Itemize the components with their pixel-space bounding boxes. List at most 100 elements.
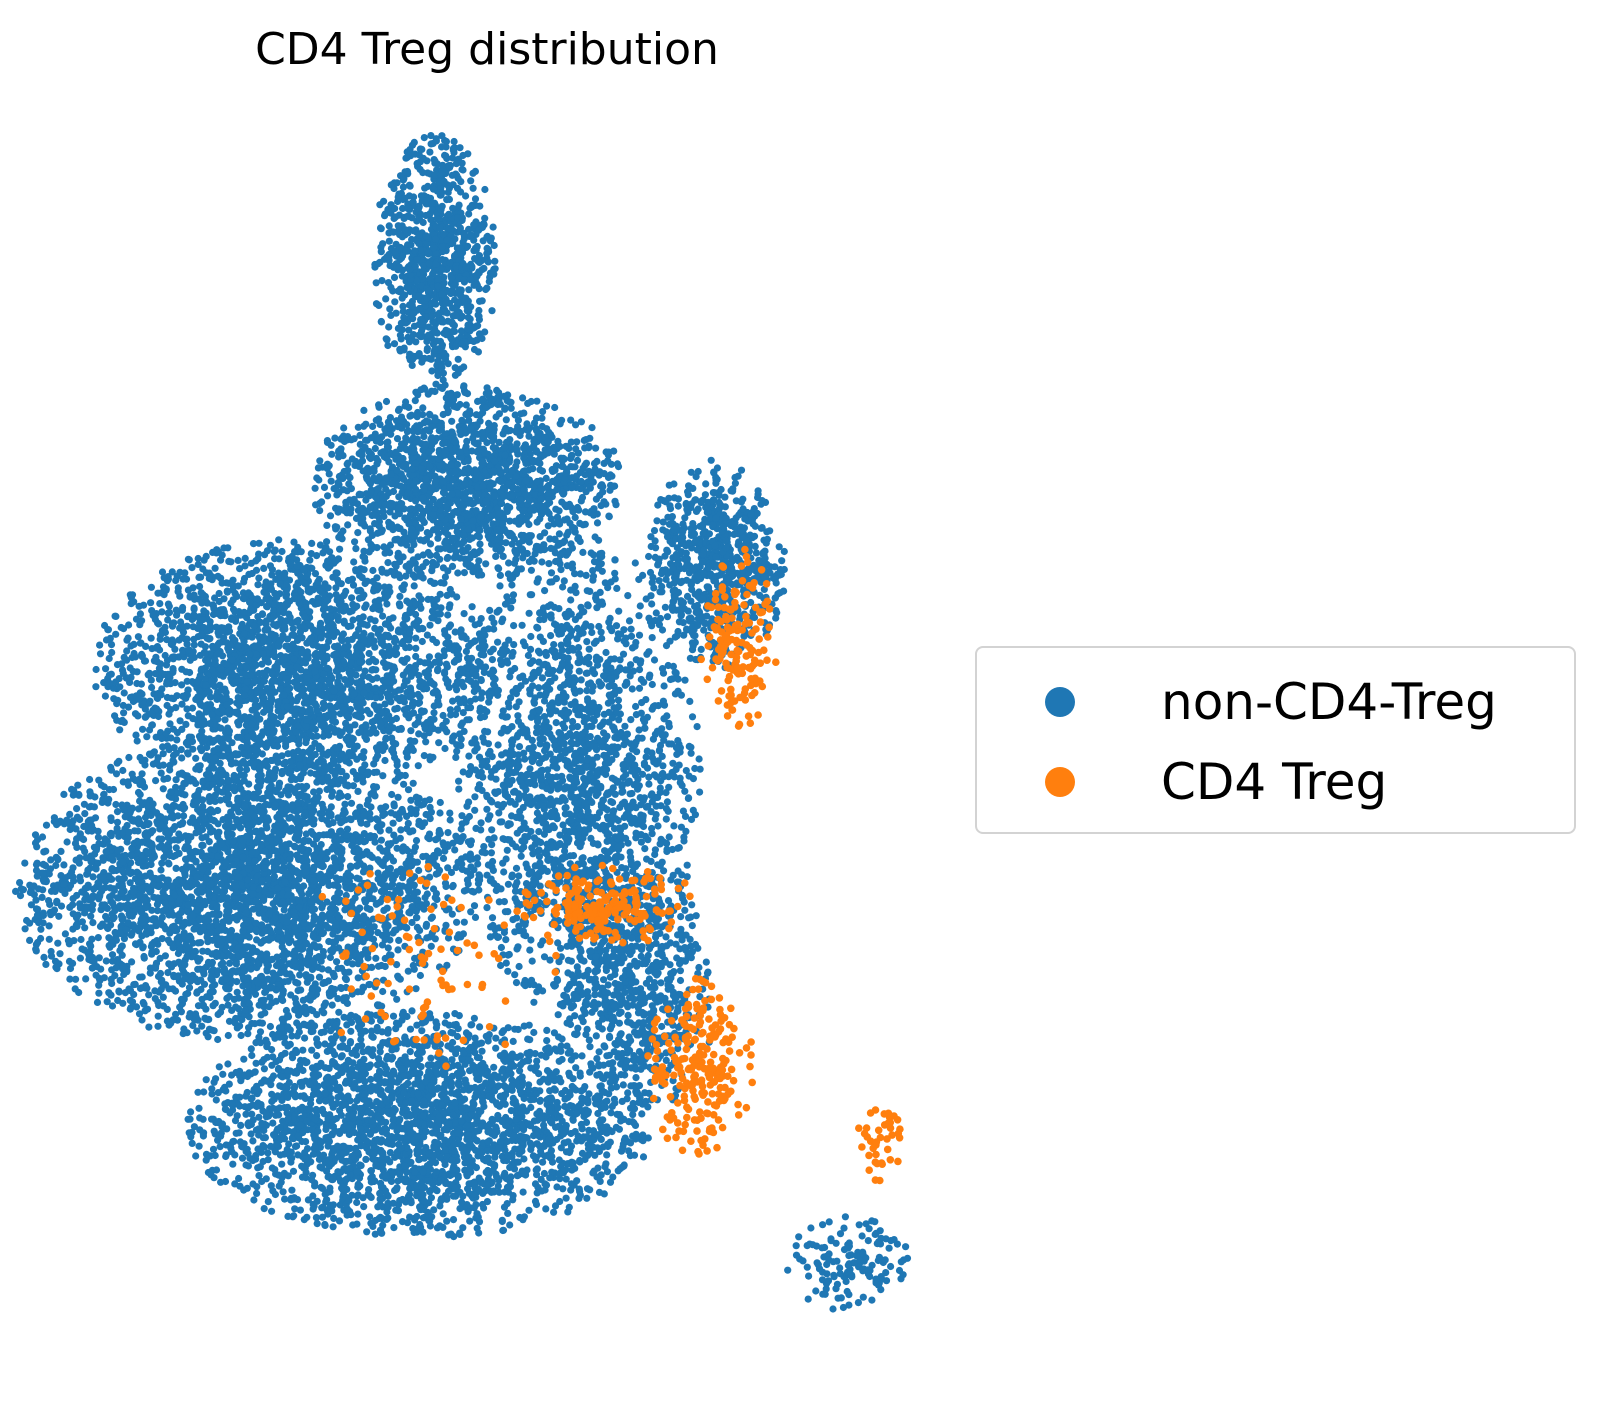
point-non-cd4-treg (368, 511, 376, 520)
point-non-cd4-treg (439, 477, 447, 485)
point-non-cd4-treg (524, 399, 532, 407)
point-non-cd4-treg (190, 591, 198, 599)
point-non-cd4-treg (395, 686, 403, 694)
point-non-cd4-treg (475, 306, 483, 315)
point-non-cd4-treg (441, 446, 449, 454)
point-non-cd4-treg (313, 732, 321, 740)
point-non-cd4-treg (119, 669, 127, 678)
point-non-cd4-treg (386, 305, 394, 313)
point-non-cd4-treg (408, 361, 416, 369)
point-non-cd4-treg (474, 397, 482, 405)
point-non-cd4-treg (456, 427, 464, 435)
point-non-cd4-treg (388, 480, 396, 488)
point-non-cd4-treg (442, 543, 450, 551)
point-non-cd4-treg (442, 639, 450, 648)
point-non-cd4-treg (461, 479, 469, 487)
point-non-cd4-treg (147, 599, 155, 607)
point-non-cd4-treg (383, 253, 391, 261)
point-non-cd4-treg (344, 459, 352, 467)
point-non-cd4-treg (189, 623, 197, 631)
point-non-cd4-treg (433, 215, 441, 223)
point-non-cd4-treg (438, 202, 446, 210)
point-non-cd4-treg (244, 656, 252, 665)
point-non-cd4-treg (412, 644, 420, 652)
point-non-cd4-treg (482, 560, 490, 568)
point-non-cd4-treg (454, 298, 462, 306)
point-non-cd4-treg (293, 636, 302, 645)
point-non-cd4-treg (424, 595, 432, 604)
point-non-cd4-treg (456, 400, 464, 409)
point-non-cd4-treg (536, 533, 544, 541)
point-non-cd4-treg (375, 528, 384, 537)
point-non-cd4-treg (415, 427, 423, 435)
point-non-cd4-treg (266, 689, 274, 697)
point-non-cd4-treg (405, 301, 414, 309)
point-non-cd4-treg (181, 569, 189, 577)
point-non-cd4-treg (464, 313, 472, 322)
point-non-cd4-treg (536, 459, 544, 467)
point-non-cd4-treg (211, 671, 219, 679)
point-non-cd4-treg (366, 615, 375, 623)
point-non-cd4-treg (508, 492, 516, 500)
point-non-cd4-treg (497, 545, 505, 553)
point-non-cd4-treg (307, 769, 315, 777)
point-non-cd4-treg (519, 537, 527, 545)
point-non-cd4-treg (406, 182, 414, 190)
point-non-cd4-treg (381, 549, 389, 557)
point-non-cd4-treg (456, 144, 464, 152)
point-non-cd4-treg (438, 363, 446, 372)
point-non-cd4-treg (423, 294, 431, 302)
point-non-cd4-treg (260, 564, 268, 573)
point-non-cd4-treg (337, 530, 345, 538)
point-non-cd4-treg (339, 630, 347, 638)
point-non-cd4-treg (252, 696, 260, 704)
point-non-cd4-treg (532, 425, 540, 433)
point-non-cd4-treg (301, 579, 309, 587)
point-non-cd4-treg (427, 132, 435, 140)
point-non-cd4-treg (342, 719, 350, 728)
point-non-cd4-treg (167, 734, 175, 742)
point-non-cd4-treg (434, 667, 442, 675)
point-non-cd4-treg (134, 712, 142, 720)
point-non-cd4-treg (440, 439, 448, 447)
point-non-cd4-treg (317, 634, 325, 642)
point-non-cd4-treg (324, 584, 332, 592)
point-non-cd4-treg (211, 564, 219, 572)
point-non-cd4-treg (361, 579, 369, 588)
point-non-cd4-treg (294, 674, 302, 682)
point-non-cd4-treg (394, 193, 402, 201)
point-non-cd4-treg (462, 192, 470, 200)
point-non-cd4-treg (513, 485, 521, 493)
point-non-cd4-treg (261, 582, 269, 590)
point-non-cd4-treg (543, 402, 551, 410)
point-non-cd4-treg (424, 331, 433, 339)
point-non-cd4-treg (405, 564, 413, 572)
point-non-cd4-treg (434, 726, 442, 734)
point-non-cd4-treg (530, 441, 538, 449)
point-non-cd4-treg (379, 480, 387, 488)
point-non-cd4-treg (408, 525, 416, 533)
point-non-cd4-treg (395, 725, 403, 734)
point-non-cd4-treg (350, 558, 358, 566)
point-non-cd4-treg (346, 474, 354, 482)
point-non-cd4-treg (424, 673, 432, 681)
point-non-cd4-treg (411, 247, 419, 255)
point-non-cd4-treg (377, 248, 385, 256)
point-non-cd4-treg (424, 249, 433, 257)
point-non-cd4-treg (270, 677, 278, 685)
point-non-cd4-treg (307, 550, 315, 558)
point-non-cd4-treg (309, 724, 317, 732)
point-non-cd4-treg (223, 701, 231, 709)
point-non-cd4-treg (241, 554, 249, 563)
point-non-cd4-treg (464, 457, 472, 465)
point-non-cd4-treg (403, 153, 411, 162)
point-non-cd4-treg (282, 587, 290, 595)
point-non-cd4-treg (206, 635, 214, 643)
point-non-cd4-treg (323, 464, 331, 472)
point-non-cd4-treg (432, 477, 440, 485)
point-non-cd4-treg (451, 364, 459, 372)
point-non-cd4-treg (448, 590, 456, 598)
point-non-cd4-treg (303, 639, 311, 647)
point-non-cd4-treg (105, 654, 113, 663)
point-non-cd4-treg (381, 756, 389, 765)
